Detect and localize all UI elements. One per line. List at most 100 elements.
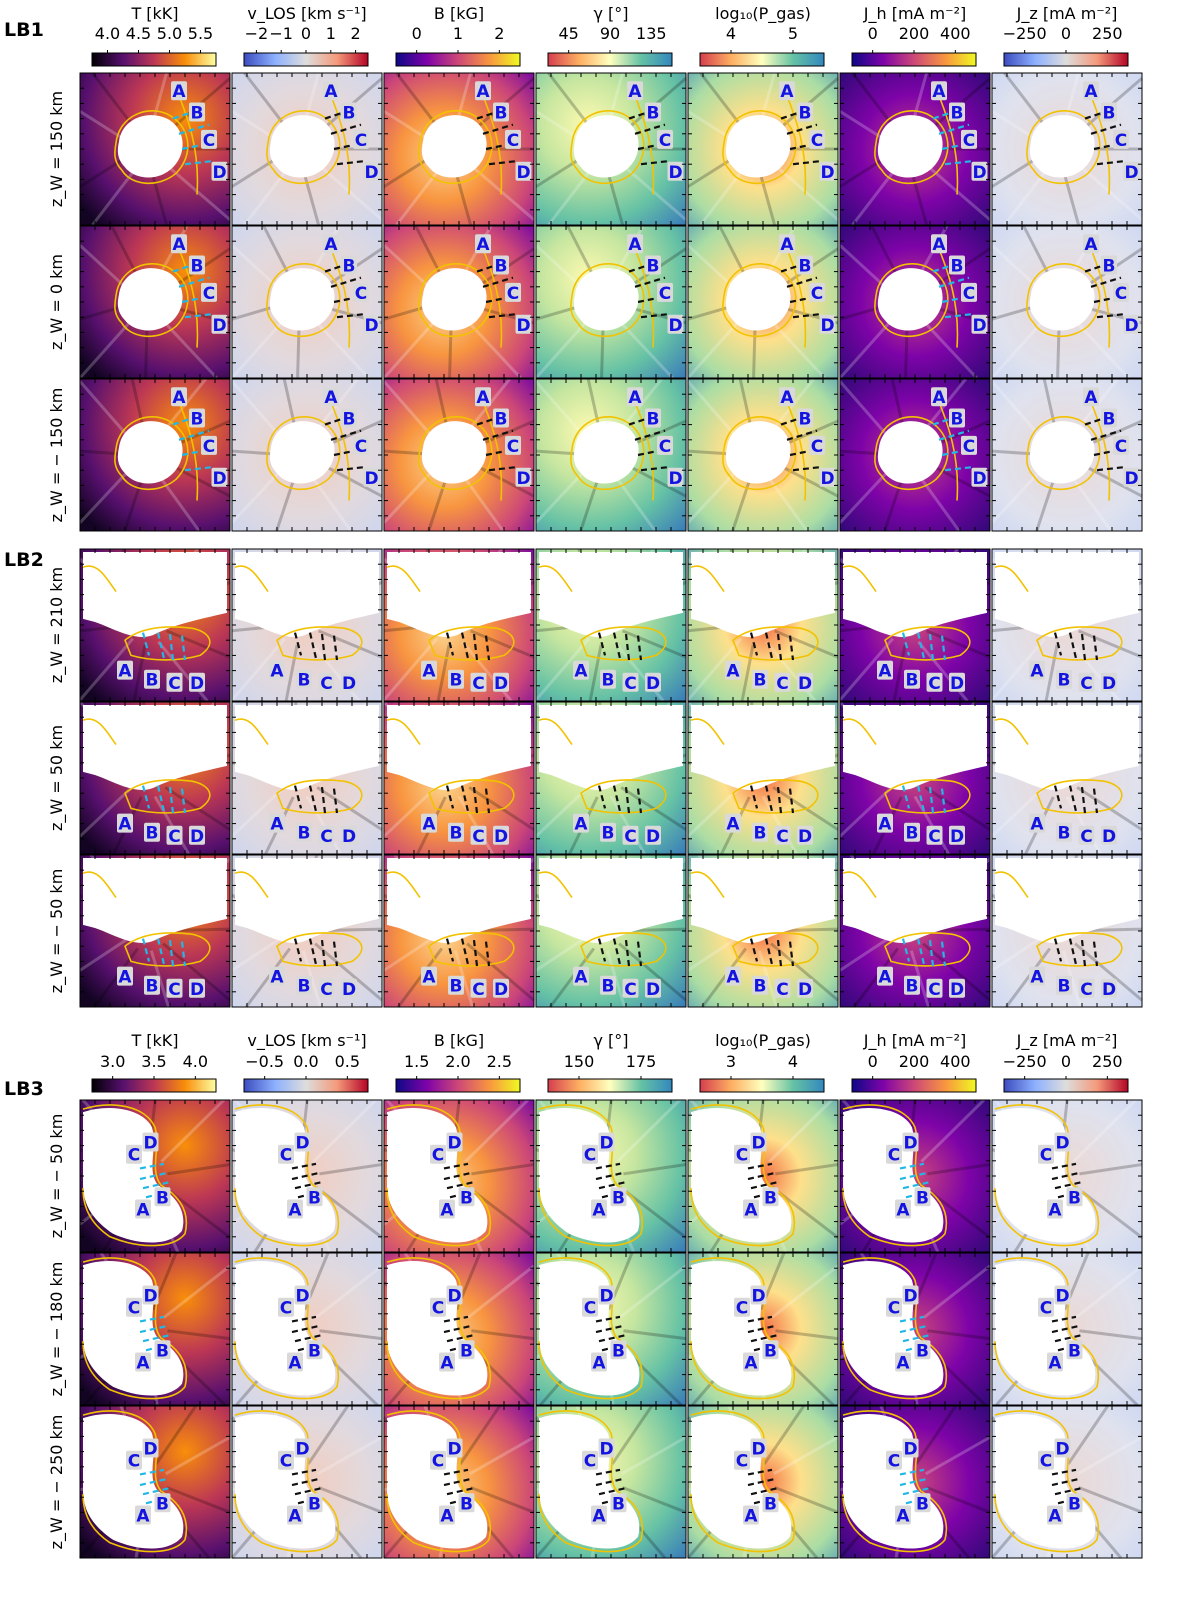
cut-line (928, 786, 935, 814)
cut-marker-label: C (280, 1299, 292, 1319)
cut-marker-label: D (447, 1440, 461, 1460)
cut-marker-label: A (592, 1200, 606, 1220)
cut-line (776, 786, 783, 814)
cut-marker-box (439, 1505, 455, 1525)
cut-marker-box (1101, 408, 1117, 428)
cut-marker-box (1101, 978, 1117, 998)
cut-line (899, 1477, 928, 1487)
cut-line (332, 635, 339, 661)
cut-line (141, 938, 151, 962)
row-label: z_W = − 50 km (47, 869, 67, 994)
masked-region (117, 115, 183, 178)
cut-marker-label: B (764, 1341, 777, 1361)
colorbars-lb1: T [kK]4.0 4.5 5.0 5.5v_LOS [km s⁻¹]−2 −1 0 1 2B… (91, 4, 1129, 67)
cut-marker-box (645, 825, 661, 845)
cut-line (1090, 276, 1122, 288)
cut-marker-box (877, 660, 893, 680)
map-panel: CD AB (80, 1100, 230, 1252)
cut-line (445, 632, 455, 656)
map-panel: CD AB (536, 1406, 686, 1558)
cut-line (598, 1181, 627, 1190)
cut-line (747, 1171, 776, 1181)
cut-marker-box (269, 660, 285, 680)
colorbar-tick-label: 2.5 (487, 1052, 512, 1071)
cut-line (899, 1324, 928, 1334)
umbra-contour (387, 1105, 490, 1246)
cut-marker-label: D (1102, 980, 1116, 1000)
cut-marker-box (439, 1199, 455, 1219)
cut-marker-box (1101, 102, 1117, 122)
cut-marker-box (1083, 387, 1099, 407)
cut-marker-label: D (143, 1134, 157, 1154)
cut-marker-label: A (422, 815, 436, 835)
cut-marker-label: D (190, 674, 204, 694)
cut-marker-label: A (136, 1506, 150, 1526)
cut-marker-label: D (212, 163, 226, 183)
cut-line (1051, 1468, 1077, 1476)
cut-marker-label: D (950, 674, 964, 694)
cut-line (482, 276, 514, 288)
cut-marker-label: B (612, 1494, 625, 1514)
masked-region (117, 268, 183, 331)
cut-marker-box (294, 1285, 311, 1305)
cut-marker-label: C (472, 674, 484, 694)
cut-marker-box (734, 1450, 750, 1470)
cut-marker-box (306, 1340, 323, 1360)
cut-line (750, 1181, 779, 1190)
cut-marker-label: B (460, 1494, 473, 1514)
colorbar-tick-label: 2 (351, 24, 361, 43)
cut-marker-label: D (1055, 1440, 1069, 1460)
masked-region (421, 421, 487, 484)
colorbar-tick-label: 4 (726, 24, 736, 43)
map-panel: CD AB (384, 1253, 534, 1405)
cut-marker-label: B (647, 257, 660, 277)
cut-marker-box (1029, 966, 1045, 986)
cut-marker-box (1083, 81, 1099, 101)
cut-line (156, 632, 166, 659)
umbra-contour (691, 719, 818, 813)
cut-marker-box (725, 813, 741, 833)
cut-marker-label: C (128, 1452, 140, 1472)
masked-region (1029, 421, 1095, 484)
cut-marker-box (1066, 1493, 1083, 1513)
cut-marker-box (430, 1144, 446, 1164)
cut-marker-box (353, 129, 369, 149)
cut-marker-label: C (736, 1299, 748, 1319)
cut-line (178, 429, 210, 441)
cut-marker-label: D (212, 469, 226, 489)
cut-marker-box (610, 1340, 627, 1360)
cut-marker-box (278, 1144, 294, 1164)
cut-line (899, 1468, 925, 1476)
cut-marker-label: D (342, 980, 356, 1000)
cut-marker-label: A (628, 388, 642, 408)
cut-line (612, 785, 622, 812)
cut-marker-box (144, 975, 160, 995)
cut-marker-box (645, 978, 661, 998)
cut-marker-label: B (602, 671, 615, 691)
colorbar-tick-label: 4.5 (126, 24, 151, 43)
umbra-contour (843, 872, 970, 966)
cut-marker-label: C (507, 284, 519, 304)
cut-marker-box (657, 129, 673, 149)
cut-marker-box (446, 1285, 463, 1305)
cut-marker-label: A (118, 662, 132, 682)
cut-line (184, 160, 213, 166)
cut-marker-label: B (754, 977, 767, 997)
cut-marker-box (166, 978, 183, 998)
cut-line (792, 466, 821, 472)
umbra-contour (83, 872, 210, 966)
cut-marker-label: B (1068, 1494, 1081, 1514)
cut-marker-box (458, 1187, 475, 1207)
cut-marker-label: B (916, 1494, 929, 1514)
masked-region (1029, 268, 1095, 331)
cut-marker-box (1083, 234, 1099, 254)
cut-marker-box (1038, 1144, 1054, 1164)
cut-marker-label: D (972, 163, 986, 183)
cut-marker-label: B (308, 1341, 321, 1361)
cut-line (901, 632, 911, 656)
